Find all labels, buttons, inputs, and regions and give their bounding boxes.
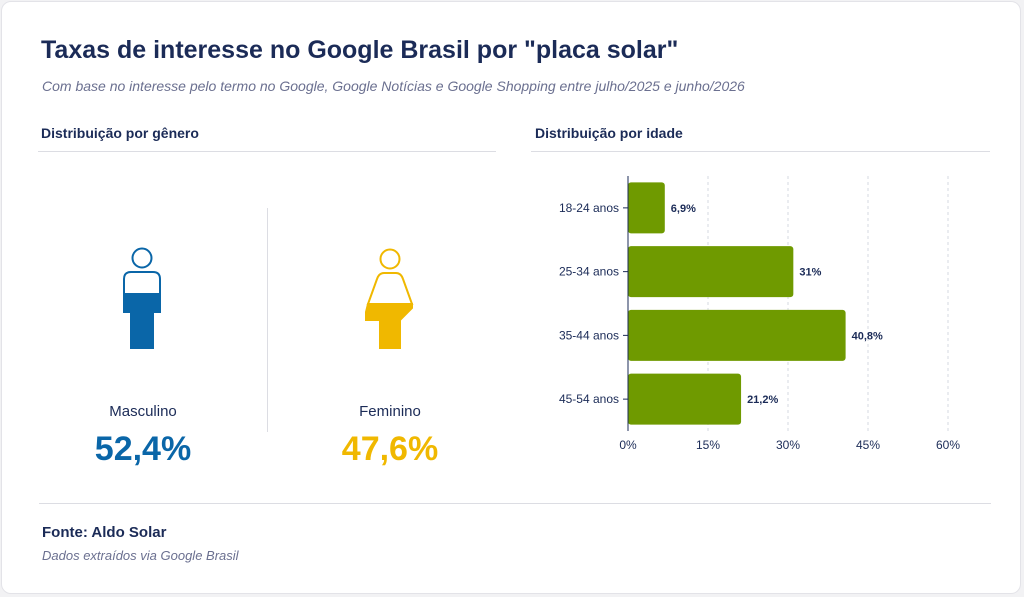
gender-heading-rule xyxy=(38,151,496,152)
category-label: 18-24 anos xyxy=(559,201,619,215)
bar-value-label: 40,8% xyxy=(852,330,883,342)
age-bar-chart: 6,9% 31% 40,8% 21,2% 0% 15% 30% 45% 60% 18-24 an… xyxy=(559,176,960,452)
chart-subtitle: Com base no interesse pelo termo no Goog… xyxy=(42,78,745,94)
chart-title: Taxas de interesse no Google Brasil por … xyxy=(41,36,679,64)
x-tick-label: 15% xyxy=(696,438,720,452)
gender-divider xyxy=(267,208,268,432)
category-label: 25-34 anos xyxy=(559,265,619,279)
x-tick-label: 0% xyxy=(619,438,637,452)
age-bar xyxy=(628,373,742,425)
bar-value-label: 6,9% xyxy=(671,203,696,215)
male-value: 52,4% xyxy=(94,430,192,468)
male-label: Masculino xyxy=(109,403,177,420)
bar-value-label: 31% xyxy=(799,267,821,279)
x-tick-label: 30% xyxy=(776,438,800,452)
footer-rule xyxy=(39,503,991,504)
source-note: Dados extraídos via Google Brasil xyxy=(42,548,239,563)
gender-section-heading: Distribuição por gênero xyxy=(41,125,199,141)
age-section-heading: Distribuição por idade xyxy=(535,125,683,141)
male-person-icon xyxy=(123,247,161,349)
x-tick-label: 60% xyxy=(936,438,960,452)
bar-value-label: 21,2% xyxy=(747,394,778,406)
age-bar xyxy=(628,182,665,234)
female-label: Feminino xyxy=(359,403,421,420)
category-label: 35-44 anos xyxy=(559,328,619,342)
female-value: 47,6% xyxy=(341,430,439,468)
age-bar xyxy=(628,246,794,298)
age-bar xyxy=(628,309,846,361)
category-label: 45-54 anos xyxy=(559,392,619,406)
female-person-icon xyxy=(365,248,414,349)
x-tick-label: 45% xyxy=(856,438,880,452)
source-text: Fonte: Aldo Solar xyxy=(42,524,167,541)
age-heading-rule xyxy=(531,151,990,152)
